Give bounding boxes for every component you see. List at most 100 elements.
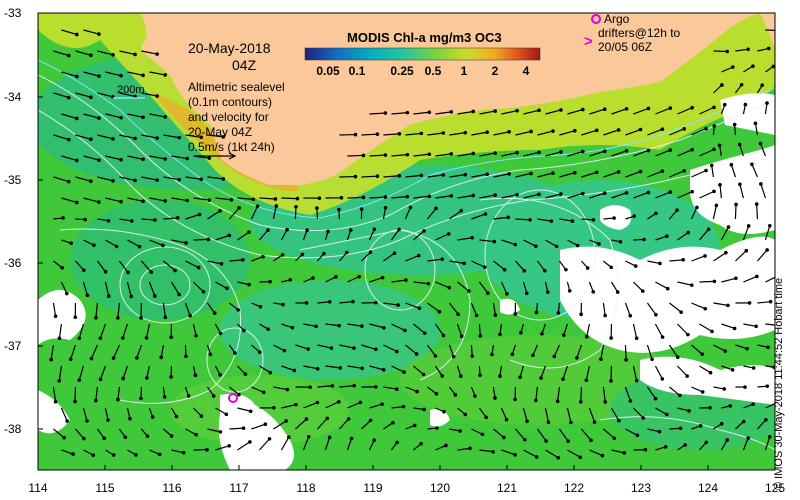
argo-legend-line2: drifters@12h to [598, 26, 681, 40]
velocity-arrow-head [633, 264, 638, 268]
velocity-arrow-head [731, 65, 735, 69]
velocity-arrow-head [236, 308, 241, 312]
velocity-arrow-head [119, 73, 123, 78]
velocity-arrow [383, 175, 400, 178]
velocity-arrow-head [237, 206, 241, 210]
velocity-arrow [53, 176, 69, 183]
velocity-arrow-head [206, 237, 211, 242]
velocity-arrow-head [767, 435, 772, 439]
velocity-arrow-head [119, 115, 123, 120]
velocity-arrow-head [65, 419, 69, 423]
velocity-arrow-head [579, 400, 583, 404]
velocity-arrow-head [712, 105, 716, 110]
velocity-arrow-head [483, 265, 487, 269]
velocity-arrow-head [212, 311, 217, 315]
velocity-arrow-head [352, 383, 357, 388]
velocity-arrow-head [328, 299, 332, 304]
velocity-arrow-head [77, 336, 82, 341]
velocity-arrow-head [470, 354, 475, 358]
velocity-arrow-head [181, 450, 186, 455]
velocity-arrow [427, 386, 437, 395]
velocity-arrow-head [116, 316, 120, 320]
velocity-arrow [567, 108, 583, 115]
velocity-arrow [711, 165, 715, 178]
velocity-arrow-head [422, 229, 426, 233]
velocity-arrow-head [153, 294, 157, 298]
velocity-arrow [391, 406, 404, 409]
velocity-arrow [104, 281, 110, 297]
velocity-arrow-head [616, 128, 621, 132]
lon-label: 125 [765, 481, 785, 495]
velocity-arrow-head [69, 241, 73, 245]
velocity-arrow-head [74, 116, 79, 121]
velocity-arrow [206, 302, 216, 314]
velocity-arrow [563, 323, 568, 336]
velocity-arrow-head [765, 248, 769, 252]
argo-drifter-marker[interactable] [228, 393, 238, 403]
velocity-arrow-head [224, 412, 229, 417]
velocity-arrow-head [434, 391, 439, 396]
velocity-arrow [237, 441, 251, 451]
velocity-arrow [119, 218, 132, 222]
velocity-arrow-head [744, 248, 749, 253]
velocity-arrow [74, 428, 85, 440]
contour-note-line2: (0.1m contours) [188, 95, 272, 109]
velocity-arrow-head [732, 326, 737, 331]
velocity-arrow-head [498, 374, 502, 378]
velocity-arrow [229, 386, 240, 396]
velocity-arrow-head [478, 334, 483, 338]
velocity-arrow-head [765, 384, 770, 388]
velocity-arrow-head [700, 390, 705, 394]
velocity-arrow-head [566, 439, 570, 444]
velocity-arrow [760, 183, 766, 199]
velocity-arrow [691, 302, 706, 310]
velocity-arrow [545, 449, 559, 459]
lon-label: 118 [296, 481, 315, 495]
velocity-arrow [316, 417, 328, 430]
velocity-arrow [105, 155, 122, 161]
velocity-scale-arrow [195, 152, 237, 160]
velocity-arrow [405, 344, 417, 355]
velocity-arrow-head [111, 179, 115, 183]
velocity-arrow-head [119, 199, 123, 204]
velocity-arrow-head [207, 198, 212, 202]
velocity-arrow [668, 209, 678, 220]
velocity-arrow [426, 344, 436, 357]
credit-text: © IMOS 30-May-2018 11:44:52 Hobart time [773, 277, 785, 490]
velocity-arrow [215, 281, 228, 289]
velocity-arrow-head [493, 193, 497, 197]
velocity-arrow-head [248, 409, 253, 414]
velocity-arrow-head [478, 373, 482, 377]
velocity-arrow-head [266, 228, 270, 232]
velocity-arrow [383, 344, 398, 353]
velocity-arrow-head [211, 394, 216, 398]
velocity-arrow-head [622, 451, 627, 455]
velocity-arrow [383, 252, 395, 262]
velocity-arrow [739, 184, 745, 199]
velocity-arrow [456, 323, 463, 337]
velocity-arrow-head [537, 192, 541, 197]
velocity-arrow [391, 112, 408, 115]
velocity-arrow [515, 130, 532, 136]
velocity-arrow-head [643, 447, 648, 452]
velocity-arrow [347, 276, 360, 283]
velocity-arrow-head [155, 136, 159, 140]
velocity-arrow-head [322, 251, 326, 256]
velocity-arrow [383, 302, 399, 306]
velocity-arrow [50, 344, 55, 360]
velocity-arrow-head [129, 219, 134, 223]
velocity-arrow [82, 407, 88, 422]
velocity-arrow-head [624, 358, 628, 362]
velocity-arrow-head [729, 162, 734, 167]
velocity-arrow [53, 50, 69, 57]
velocity-arrow-head [712, 147, 716, 152]
velocity-arrow-head [121, 376, 125, 381]
velocity-arrow-head [542, 268, 547, 273]
velocity-arrow-head [518, 375, 522, 379]
velocity-arrow-head [391, 420, 395, 425]
velocity-arrow-head [261, 254, 265, 259]
velocity-arrow-head [361, 195, 366, 200]
velocity-arrow-head [441, 173, 446, 177]
velocity-arrow-head [268, 279, 272, 284]
velocity-arrow [272, 205, 277, 220]
